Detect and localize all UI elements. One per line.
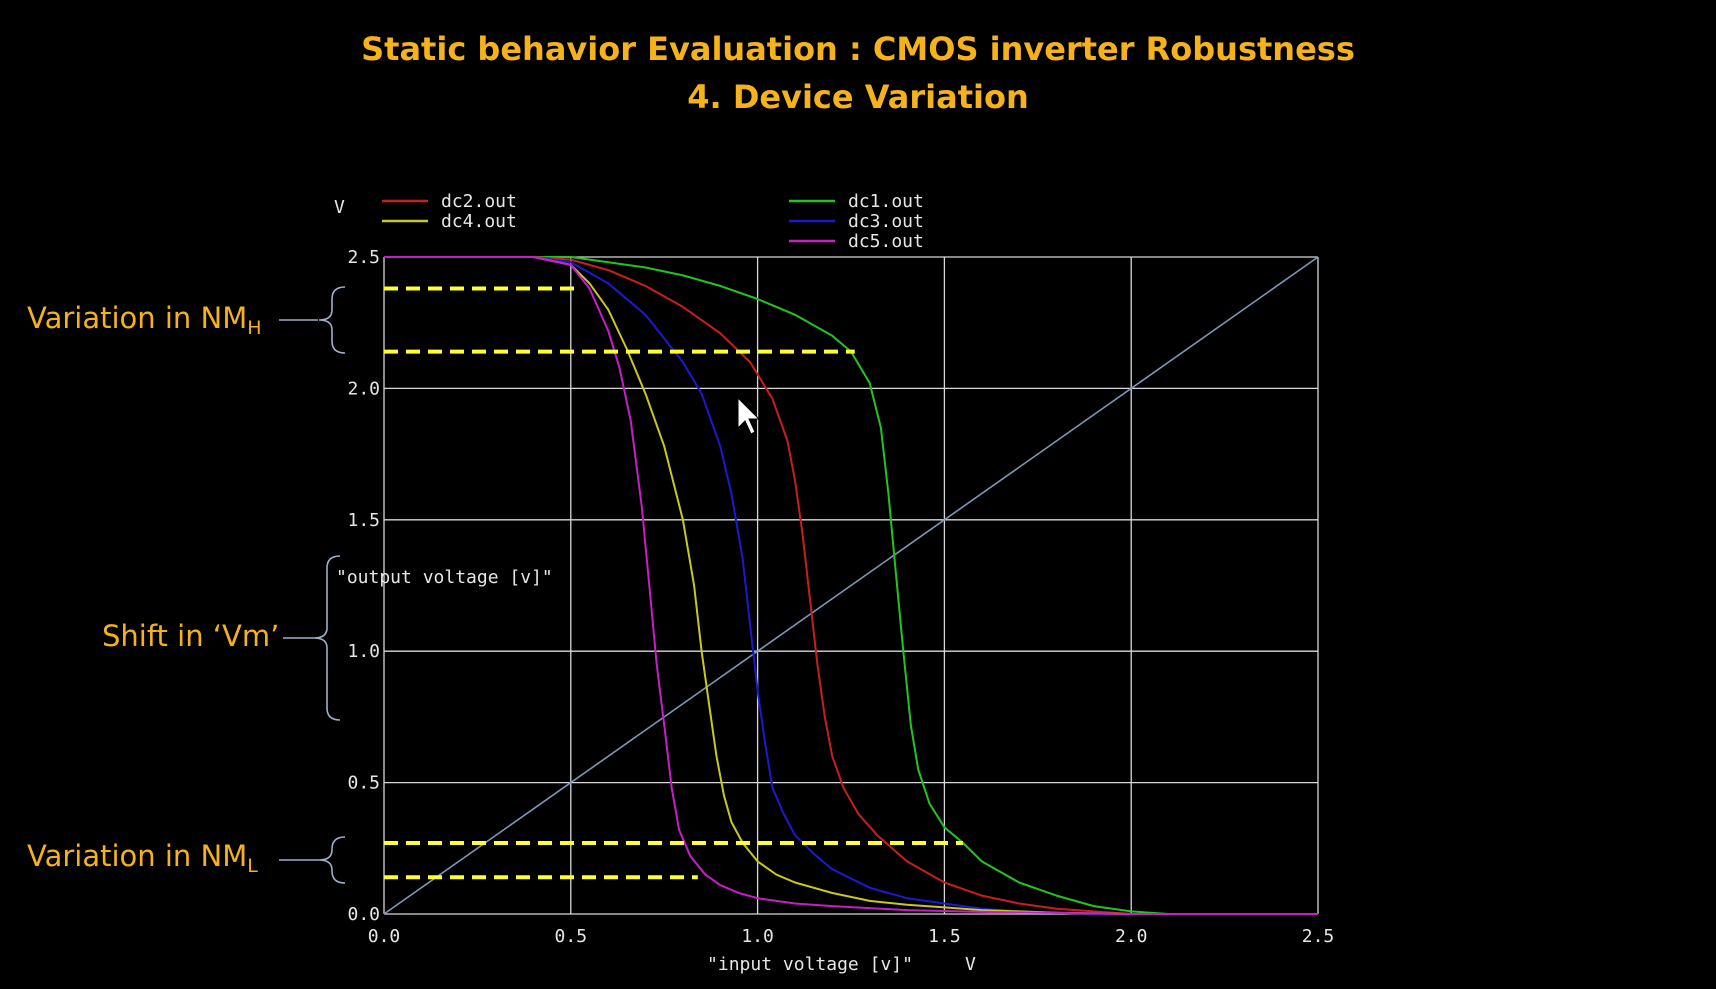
series-line-dc5-out bbox=[384, 256, 1318, 915]
reference-line bbox=[383, 256, 1319, 915]
tick-label-layer: 0.0 0.5 1.0 1.5 2.0 2.5 0.0 0.5 1.0 1.5 2.0 2.5 bbox=[347, 247, 1334, 947]
y-tick-label: 1.5 bbox=[347, 510, 380, 531]
reference-line-layer bbox=[383, 256, 1319, 915]
x-tick-label: 1.5 bbox=[928, 926, 961, 947]
y-tick-label: 0.0 bbox=[347, 904, 380, 925]
brace-layer bbox=[279, 286, 346, 884]
legend-entry: dc2.out bbox=[441, 191, 517, 212]
series-line-dc3-out bbox=[384, 256, 1318, 915]
brace-nmh-icon bbox=[318, 286, 346, 354]
brace-nml-icon bbox=[318, 836, 346, 884]
slide-title: Static behavior Evaluation : CMOS invert… bbox=[361, 30, 1355, 68]
series-line-dc4-out bbox=[384, 256, 1318, 915]
y-tick-label: 2.5 bbox=[347, 247, 380, 268]
y-axis-unit: V bbox=[334, 197, 345, 218]
legend-entry: dc1.out bbox=[848, 191, 924, 212]
x-tick-label: 1.0 bbox=[741, 926, 774, 947]
slide-subtitle: 4. Device Variation bbox=[687, 78, 1029, 116]
annotation-vm: Shift in ‘Vm’ bbox=[102, 619, 280, 653]
annotation-nml: Variation in NML bbox=[27, 839, 258, 877]
y-tick-label: 2.0 bbox=[347, 378, 380, 399]
x-axis-unit: V bbox=[965, 954, 976, 975]
series-line-dc2-out bbox=[384, 256, 1318, 915]
y-tick-label: 1.0 bbox=[347, 641, 380, 662]
y-axis-label: "output voltage [v]" bbox=[336, 567, 553, 588]
legend-entry: dc3.out bbox=[848, 211, 924, 232]
series-layer bbox=[384, 256, 1318, 915]
x-axis-label: "input voltage [v]" bbox=[707, 954, 913, 975]
dashed-marker-layer bbox=[384, 286, 964, 880]
x-tick-label: 2.0 bbox=[1115, 926, 1148, 947]
legend-entry: dc4.out bbox=[441, 211, 517, 232]
mouse-cursor-icon bbox=[737, 396, 761, 435]
legend-entry: dc5.out bbox=[848, 231, 924, 252]
annotation-nmh: Variation in NMH bbox=[27, 301, 262, 339]
x-tick-label: 0.5 bbox=[555, 926, 588, 947]
x-tick-label: 0.0 bbox=[368, 926, 401, 947]
x-tick-label: 2.5 bbox=[1302, 926, 1335, 947]
series-line-dc1-out bbox=[384, 256, 1318, 915]
y-tick-label: 0.5 bbox=[347, 773, 380, 794]
